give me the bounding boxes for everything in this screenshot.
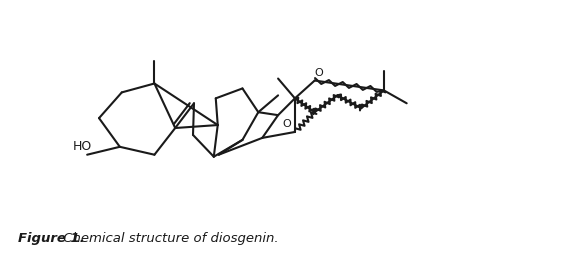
Text: HO: HO bbox=[73, 140, 91, 153]
Text: Figure 1.: Figure 1. bbox=[18, 232, 85, 245]
Text: O: O bbox=[283, 119, 291, 129]
Text: O: O bbox=[314, 68, 323, 78]
Text: Chemical structure of diosgenin.: Chemical structure of diosgenin. bbox=[59, 232, 279, 245]
